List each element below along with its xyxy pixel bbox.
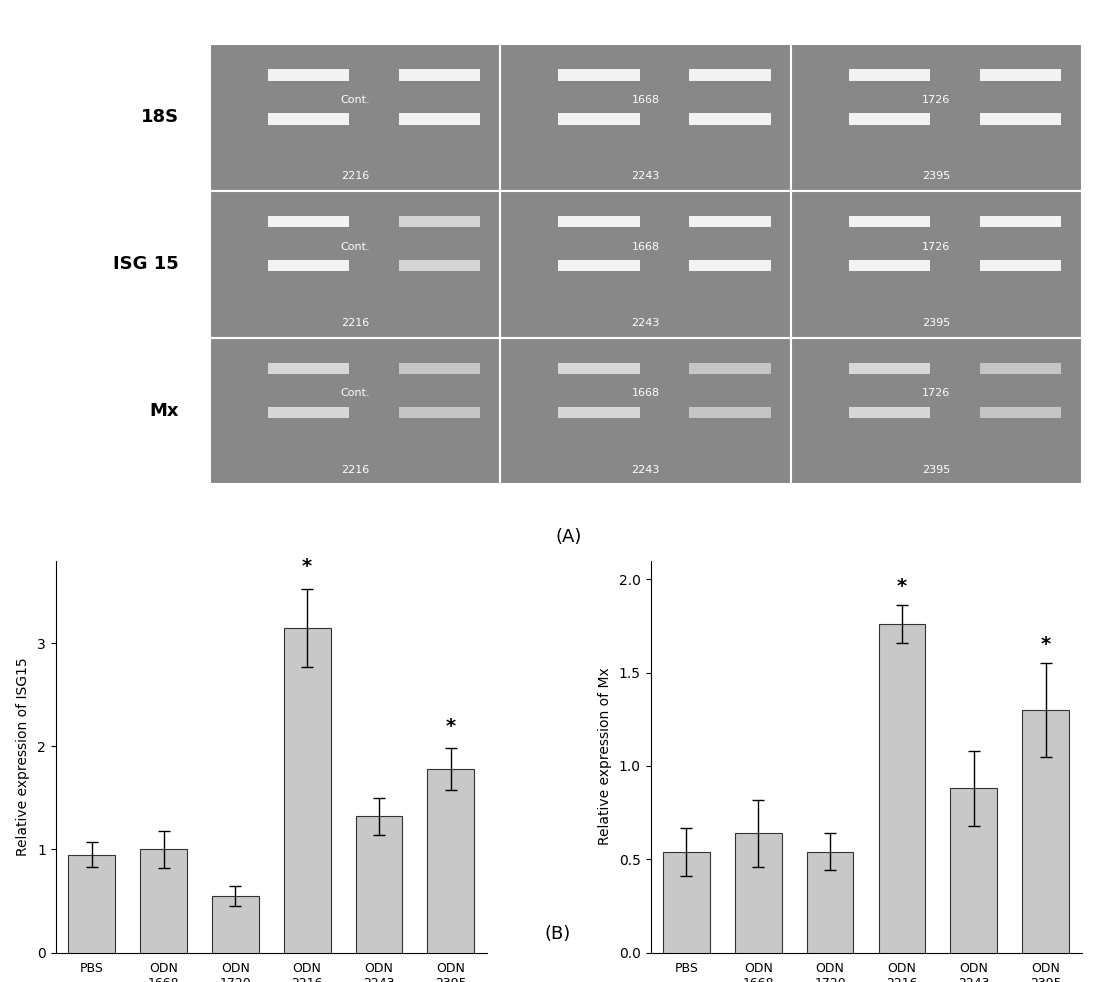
- Bar: [68, 854, 115, 953]
- Text: (B): (B): [544, 925, 571, 943]
- Bar: [879, 625, 925, 953]
- Text: *: *: [446, 717, 456, 736]
- Text: *: *: [1040, 635, 1050, 654]
- FancyBboxPatch shape: [689, 407, 770, 418]
- FancyBboxPatch shape: [849, 362, 930, 374]
- FancyBboxPatch shape: [501, 44, 791, 191]
- FancyBboxPatch shape: [268, 362, 349, 374]
- Bar: [284, 627, 330, 953]
- FancyBboxPatch shape: [501, 338, 791, 484]
- FancyBboxPatch shape: [559, 362, 640, 374]
- FancyBboxPatch shape: [689, 113, 770, 125]
- FancyBboxPatch shape: [849, 407, 930, 418]
- Text: 1726: 1726: [922, 242, 950, 251]
- Text: (A): (A): [555, 527, 582, 546]
- Y-axis label: Relative expression of Mx: Relative expression of Mx: [598, 668, 612, 846]
- FancyBboxPatch shape: [268, 407, 349, 418]
- FancyBboxPatch shape: [791, 338, 1082, 484]
- Text: ISG 15: ISG 15: [113, 255, 178, 273]
- Bar: [663, 851, 710, 953]
- Bar: [807, 851, 853, 953]
- Text: 2216: 2216: [341, 171, 369, 181]
- FancyBboxPatch shape: [210, 338, 501, 484]
- Text: Cont.: Cont.: [340, 242, 370, 251]
- Text: Mx: Mx: [149, 402, 178, 420]
- Text: Cont.: Cont.: [340, 389, 370, 399]
- FancyBboxPatch shape: [791, 44, 1082, 191]
- FancyBboxPatch shape: [980, 407, 1061, 418]
- FancyBboxPatch shape: [559, 260, 640, 271]
- Text: 1668: 1668: [631, 94, 660, 105]
- FancyBboxPatch shape: [791, 191, 1082, 338]
- FancyBboxPatch shape: [689, 362, 770, 374]
- FancyBboxPatch shape: [398, 362, 479, 374]
- FancyBboxPatch shape: [210, 191, 501, 338]
- FancyBboxPatch shape: [980, 362, 1061, 374]
- Bar: [950, 789, 997, 953]
- Text: 1726: 1726: [922, 94, 950, 105]
- FancyBboxPatch shape: [689, 216, 770, 228]
- Text: 2243: 2243: [631, 318, 660, 328]
- FancyBboxPatch shape: [559, 113, 640, 125]
- FancyBboxPatch shape: [268, 69, 349, 81]
- Bar: [1022, 710, 1069, 953]
- FancyBboxPatch shape: [559, 69, 640, 81]
- FancyBboxPatch shape: [398, 69, 479, 81]
- Text: 2216: 2216: [341, 318, 369, 328]
- Text: 2395: 2395: [922, 318, 950, 328]
- Text: 1726: 1726: [922, 389, 950, 399]
- Y-axis label: Relative expression of ISG15: Relative expression of ISG15: [17, 657, 30, 856]
- FancyBboxPatch shape: [980, 260, 1061, 271]
- FancyBboxPatch shape: [980, 216, 1061, 228]
- Text: Cont.: Cont.: [340, 94, 370, 105]
- Text: 18S: 18S: [140, 108, 178, 127]
- Text: 2395: 2395: [922, 171, 950, 181]
- FancyBboxPatch shape: [268, 216, 349, 228]
- FancyBboxPatch shape: [689, 260, 770, 271]
- FancyBboxPatch shape: [559, 216, 640, 228]
- Bar: [356, 816, 403, 953]
- FancyBboxPatch shape: [559, 407, 640, 418]
- FancyBboxPatch shape: [501, 191, 791, 338]
- Text: 1668: 1668: [631, 389, 660, 399]
- FancyBboxPatch shape: [849, 216, 930, 228]
- Text: *: *: [896, 577, 906, 596]
- Text: 2395: 2395: [922, 464, 950, 474]
- Text: 2243: 2243: [631, 464, 660, 474]
- FancyBboxPatch shape: [980, 113, 1061, 125]
- FancyBboxPatch shape: [849, 260, 930, 271]
- FancyBboxPatch shape: [849, 113, 930, 125]
- FancyBboxPatch shape: [268, 260, 349, 271]
- Text: 2216: 2216: [341, 464, 369, 474]
- FancyBboxPatch shape: [398, 260, 479, 271]
- FancyBboxPatch shape: [980, 69, 1061, 81]
- FancyBboxPatch shape: [689, 69, 770, 81]
- FancyBboxPatch shape: [398, 113, 479, 125]
- FancyBboxPatch shape: [268, 113, 349, 125]
- FancyBboxPatch shape: [210, 44, 501, 191]
- Text: *: *: [302, 557, 312, 576]
- FancyBboxPatch shape: [849, 69, 930, 81]
- Bar: [140, 849, 187, 953]
- Text: 1668: 1668: [631, 242, 660, 251]
- Bar: [427, 769, 474, 953]
- FancyBboxPatch shape: [398, 216, 479, 228]
- Bar: [212, 896, 259, 953]
- Text: 2243: 2243: [631, 171, 660, 181]
- Bar: [735, 833, 782, 953]
- FancyBboxPatch shape: [398, 407, 479, 418]
